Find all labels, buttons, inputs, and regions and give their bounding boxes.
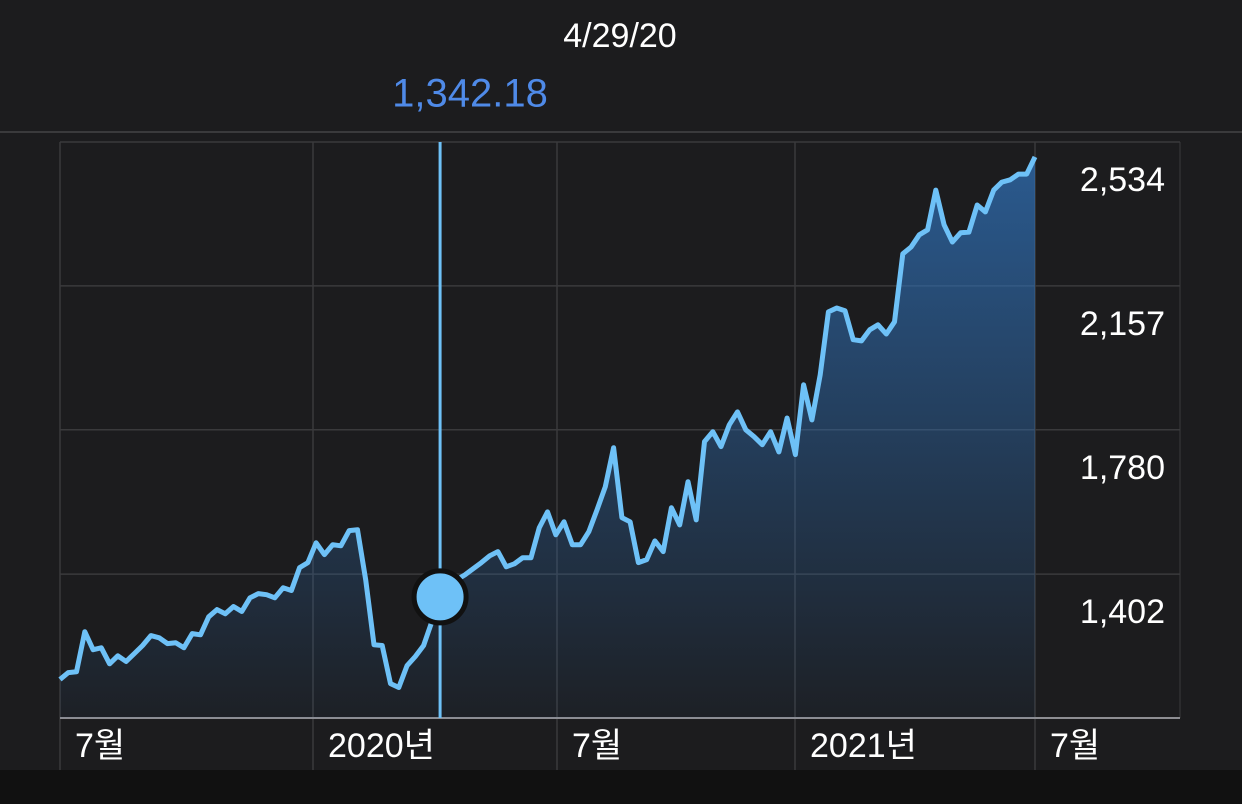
selected-date: 4/29/20 — [563, 17, 676, 55]
y-tick-label: 2,534 — [1080, 161, 1165, 199]
x-tick-label: 2021년 — [810, 727, 917, 765]
x-tick-label: 7월 — [572, 727, 622, 765]
x-tick-label: 7월 — [75, 727, 125, 765]
price-line — [58, 155, 1038, 690]
x-tick-label: 7월 — [1050, 727, 1100, 765]
x-tick-label: 2020년 — [328, 727, 435, 765]
selected-point — [411, 568, 469, 626]
y-tick-label: 1,780 — [1080, 449, 1165, 487]
area — [60, 156, 1035, 718]
y-tick-label: 2,157 — [1080, 305, 1165, 343]
y-tick-label: 1,402 — [1080, 593, 1165, 631]
selected-value: 1,342.18 — [392, 72, 548, 116]
bottom-strip — [0, 770, 1242, 804]
